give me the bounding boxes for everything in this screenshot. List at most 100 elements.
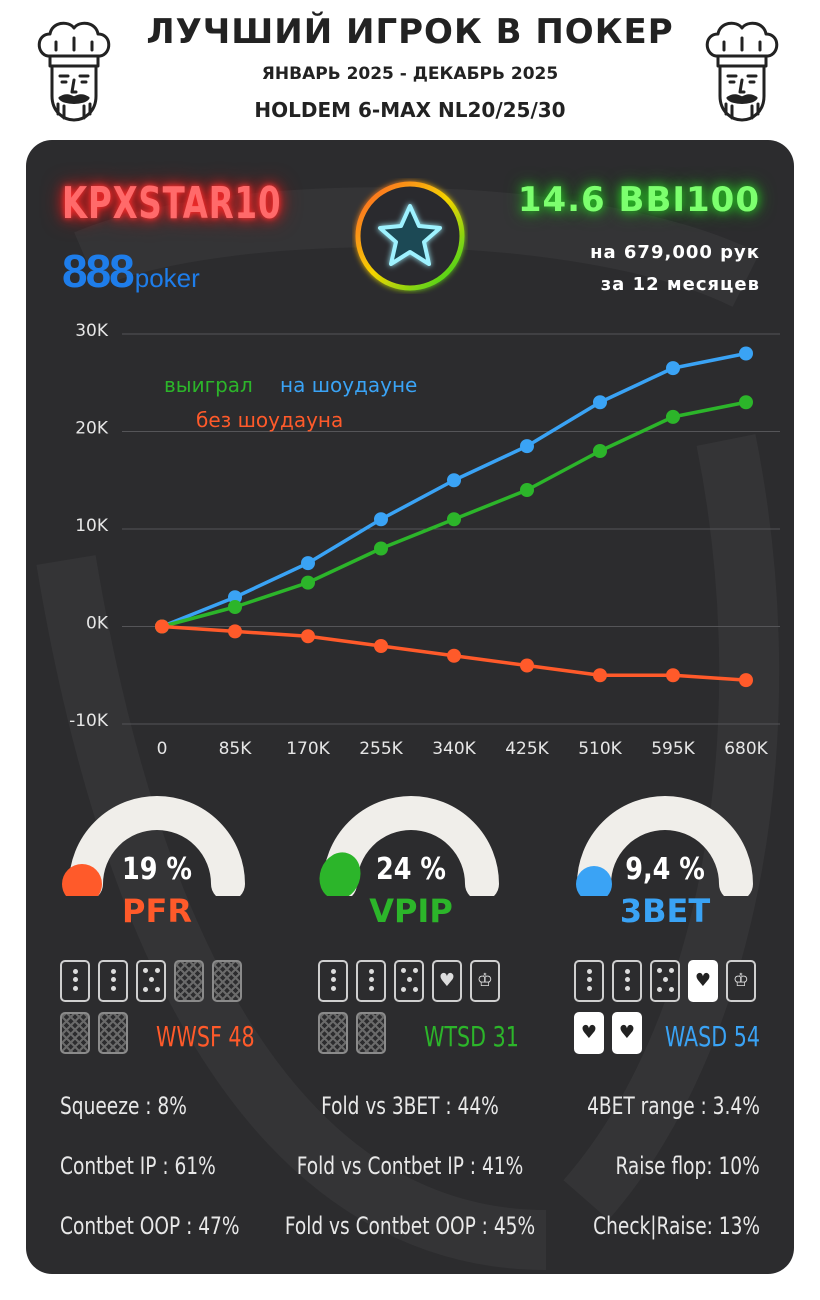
page-game-type: HOLDEM 6-MAX NL20/25/30: [254, 98, 566, 122]
card-heart-icon: ♥: [688, 960, 718, 1002]
page-title: ЛУЧШИЙ ИГРОК В ПОКЕР: [146, 12, 674, 52]
wasd-stat: WASD 54: [664, 1020, 760, 1053]
data-point: [301, 629, 315, 644]
gauge-3bet-value: 9,4 %: [625, 852, 705, 887]
card-two-icon: [318, 960, 348, 1002]
poker-room-logo: 888poker: [62, 244, 200, 297]
gauge-vpip-marker: [319, 852, 361, 896]
card-five-icon: [394, 960, 424, 1002]
card-three-icon: [612, 960, 642, 1002]
wwsf-stat: WWSF 48: [156, 1020, 255, 1053]
legend-non-showdown: без шоудауна: [196, 408, 343, 432]
gauge-pfr-arc: [62, 796, 245, 896]
card-king-icon: ♔: [470, 960, 500, 1002]
data-point: [739, 346, 753, 361]
data-point: [520, 483, 534, 497]
gauge-pfr: 19 % PFR: [62, 796, 252, 946]
data-point: [228, 600, 242, 614]
card-heart-icon: ♥: [432, 960, 462, 1002]
gauge-3bet-marker: [576, 866, 612, 896]
data-point: [447, 512, 461, 527]
stats-card: KPXSTAR10 888poker 14.6 BBI100 на 679,00…: [26, 140, 794, 1274]
wwsf-cards-bottom: [60, 1012, 128, 1054]
card-five-icon: [136, 960, 166, 1002]
data-point: [666, 361, 680, 376]
poker-chef-king-icon: [705, 21, 779, 122]
x-tick-label: 680K: [724, 739, 768, 759]
wtsd-cards-bottom: [318, 1012, 386, 1054]
gauge-vpip-label: VPIP: [369, 892, 453, 930]
y-tick-label: 0K: [86, 614, 109, 634]
card-three-icon: [356, 960, 386, 1002]
card-back-icon: [174, 960, 204, 1002]
star-badge-icon: [355, 181, 465, 291]
data-point: [593, 395, 607, 410]
x-tick-label: 595K: [651, 739, 695, 759]
stat-fold-vs-3bet: Fold vs 3BET : 44%: [321, 1092, 499, 1120]
months-count: за 12 месяцев: [600, 274, 760, 295]
card-back-icon: [60, 1012, 90, 1054]
x-tick-label: 255K: [359, 739, 403, 759]
x-tick-label: 510K: [578, 739, 622, 759]
data-point: [593, 668, 607, 683]
data-point: [228, 624, 242, 639]
data-point: [593, 444, 607, 458]
wtsd-cards-top: ♥ ♔: [318, 960, 500, 1002]
stat-fold-vs-contbet-ip: Fold vs Contbet IP : 41%: [296, 1152, 524, 1180]
x-tick-label: 85K: [219, 739, 253, 759]
legend-won: выиграл: [164, 373, 253, 397]
gauge-pfr-label: PFR: [122, 892, 192, 930]
data-point: [666, 409, 680, 424]
gauge-pfr-marker: [62, 864, 102, 896]
data-point: [155, 619, 169, 634]
card-five-icon: [650, 960, 680, 1002]
card-three-icon: [98, 960, 128, 1002]
x-tick-label: 170K: [286, 739, 330, 759]
y-tick-label: 20K: [75, 419, 109, 439]
hands-count: на 679,000 рук: [590, 242, 760, 263]
card-back-icon: [98, 1012, 128, 1054]
x-tick-label: 425K: [505, 739, 549, 759]
y-tick-label: 30K: [75, 321, 109, 341]
data-point: [374, 639, 388, 653]
data-point: [739, 395, 753, 410]
gauge-3bet-label: 3BET: [619, 892, 711, 930]
player-nickname: KPXSTAR10: [62, 178, 282, 229]
wasd-cards-top: ♥ ♔: [574, 960, 756, 1002]
card-back-icon: [212, 960, 242, 1002]
stat-raise-flop: Raise flop: 10%: [615, 1152, 760, 1180]
wtsd-stat: WTSD 31: [424, 1020, 519, 1053]
x-tick-label: 340K: [432, 739, 476, 759]
data-point: [520, 439, 534, 454]
wwsf-cards-top: [60, 960, 242, 1002]
card-king-icon: ♔: [726, 960, 756, 1002]
stat-contbet-oop: Contbet OOP : 47%: [60, 1212, 240, 1240]
gauge-vpip-value: 24 %: [376, 852, 446, 887]
stat-4bet-range: 4BET range : 3.4%: [587, 1092, 760, 1120]
card-heart-icon: ♥: [612, 1012, 642, 1054]
card-two-icon: [574, 960, 604, 1002]
data-point: [374, 541, 388, 556]
poker-room-word: poker: [134, 263, 200, 293]
data-point: [447, 648, 461, 663]
data-point: [520, 658, 534, 673]
wasd-cards-bottom: ♥ ♥: [574, 1012, 642, 1054]
poker-room-number: 888: [62, 245, 135, 297]
data-point: [301, 556, 315, 571]
data-point: [228, 590, 242, 605]
gauge-vpip: 24 % VPIP: [316, 796, 506, 946]
page-header: ЛУЧШИЙ ИГРОК В ПОКЕР ЯНВАРЬ 2025 - ДЕКАБ…: [0, 0, 820, 140]
card-heart-icon: ♥: [574, 1012, 604, 1054]
data-point: [374, 512, 388, 527]
card-back-icon: [356, 1012, 386, 1054]
gauge-3bet-arc: [576, 796, 753, 896]
y-tick-label: 10K: [75, 516, 109, 536]
stat-fold-vs-contbet-oop: Fold vs Contbet OOP : 45%: [284, 1212, 536, 1240]
gauge-vpip-arc: [319, 796, 499, 896]
x-tick-label: 0: [157, 739, 168, 759]
data-point: [301, 575, 315, 590]
stat-check-raise: Check|Raise: 13%: [593, 1212, 760, 1240]
gauge-3bet: 9,4 % 3BET: [570, 796, 760, 946]
winrate: 14.6 BBI100: [517, 180, 760, 220]
data-point: [739, 673, 753, 688]
